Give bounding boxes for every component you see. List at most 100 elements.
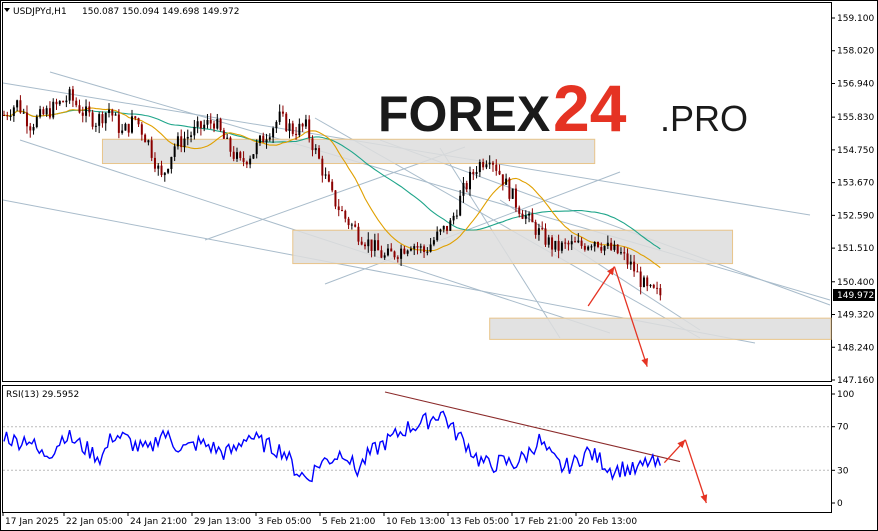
ma-slow-line	[3, 109, 661, 250]
forecast-arrow-up-head	[607, 266, 615, 276]
candle-body	[22, 112, 25, 114]
candle-body	[249, 158, 252, 165]
candle-body	[429, 244, 432, 252]
candle-body	[475, 172, 478, 175]
candle-body	[268, 137, 271, 140]
candle-body	[311, 138, 314, 151]
price-label: 153.670	[837, 179, 874, 189]
candle-body	[258, 135, 261, 143]
candle-body	[390, 248, 393, 252]
candle-body	[459, 195, 462, 216]
rsi-panel[interactable]: RSI(13) 29.5952	[2, 385, 832, 513]
candle-body	[370, 239, 373, 251]
candle-body	[587, 246, 590, 250]
candle-body	[170, 156, 173, 169]
candle-body	[403, 248, 406, 254]
candle-body	[482, 162, 485, 168]
candle-body	[623, 252, 626, 254]
candle-body	[409, 248, 412, 251]
candle-body	[180, 136, 183, 148]
rsi-arrow-down	[684, 439, 707, 504]
candle-body	[321, 158, 324, 176]
candle-body	[85, 106, 88, 116]
time-label: 3 Feb 05:00	[258, 517, 312, 527]
candle-body	[186, 136, 189, 139]
candle-body	[580, 240, 583, 246]
candle-body	[656, 287, 659, 289]
candle-body	[439, 229, 442, 232]
candle-body	[19, 100, 22, 113]
candle-body	[596, 241, 599, 247]
candle-body	[173, 146, 176, 157]
candle-body	[334, 190, 337, 207]
candle-body	[32, 127, 35, 131]
candle-body	[514, 188, 517, 208]
rsi-arrow-down-head	[700, 494, 708, 503]
candle-body	[147, 140, 150, 143]
candle-body	[81, 112, 84, 116]
candle-body	[48, 108, 51, 118]
candle-body	[633, 261, 636, 272]
candle-body	[25, 112, 28, 127]
candle-body	[239, 152, 242, 159]
candle-body	[495, 164, 498, 171]
rsi-forecast-arrows	[663, 439, 708, 504]
candle-body	[498, 170, 501, 175]
moving-averages	[3, 107, 661, 269]
candle-body	[153, 157, 156, 169]
candle-body	[45, 108, 48, 115]
candle-body	[16, 100, 19, 108]
dropdown-triangle-icon[interactable]	[4, 8, 10, 12]
current-price-text: 149.972	[837, 291, 874, 301]
rsi-panel-border	[2, 385, 832, 513]
candle-body	[465, 183, 468, 190]
candle-body	[649, 284, 652, 287]
candle-body	[288, 123, 291, 132]
candle-body	[462, 183, 465, 196]
candle-body	[452, 215, 455, 221]
candle-body	[469, 171, 472, 190]
candle-body	[91, 112, 94, 127]
candle-body	[600, 246, 603, 251]
candle-body	[252, 154, 255, 159]
trend-line	[324, 171, 621, 285]
price-label: 158.020	[837, 47, 874, 57]
candle-body	[363, 244, 366, 247]
candle-body	[593, 241, 596, 247]
sr-zone	[292, 229, 734, 265]
candle-body	[367, 239, 370, 247]
rsi-value-line	[3, 410, 661, 483]
rsi-axis: 100 70 30 0	[831, 390, 854, 509]
candle-body	[318, 148, 321, 159]
candle-body	[337, 206, 340, 211]
rsi-trend-line	[384, 391, 681, 463]
candle-body	[130, 116, 133, 133]
price-label: 148.240	[837, 343, 874, 353]
candle-body	[377, 240, 380, 251]
candle-body	[413, 246, 416, 249]
candle-body	[354, 224, 357, 227]
candle-body	[570, 241, 573, 245]
candle-body	[485, 164, 488, 168]
candle-body	[406, 250, 409, 254]
time-axis: 17 Jan 2025 22 Jan 05:00 24 Jan 21:00 29 Ja…	[2, 512, 637, 527]
candle-body	[206, 119, 209, 125]
candle-body	[98, 114, 101, 126]
price-panel[interactable]	[2, 2, 832, 382]
candle-body	[272, 128, 275, 138]
rsi-axis-label: 70	[837, 423, 849, 433]
candle-body	[357, 226, 360, 242]
candle-body	[150, 140, 153, 158]
candle-body	[199, 121, 202, 129]
candle-body	[242, 158, 245, 162]
candle-body	[610, 242, 613, 250]
price-label: 152.590	[837, 211, 874, 221]
candle-body	[534, 222, 537, 235]
candle-body	[213, 123, 216, 129]
candle-body	[144, 134, 147, 143]
candle-body	[78, 105, 81, 113]
candle-body	[9, 115, 12, 117]
candle-body	[281, 111, 284, 114]
candle-body	[646, 277, 649, 287]
price-label: 151.510	[837, 244, 874, 254]
